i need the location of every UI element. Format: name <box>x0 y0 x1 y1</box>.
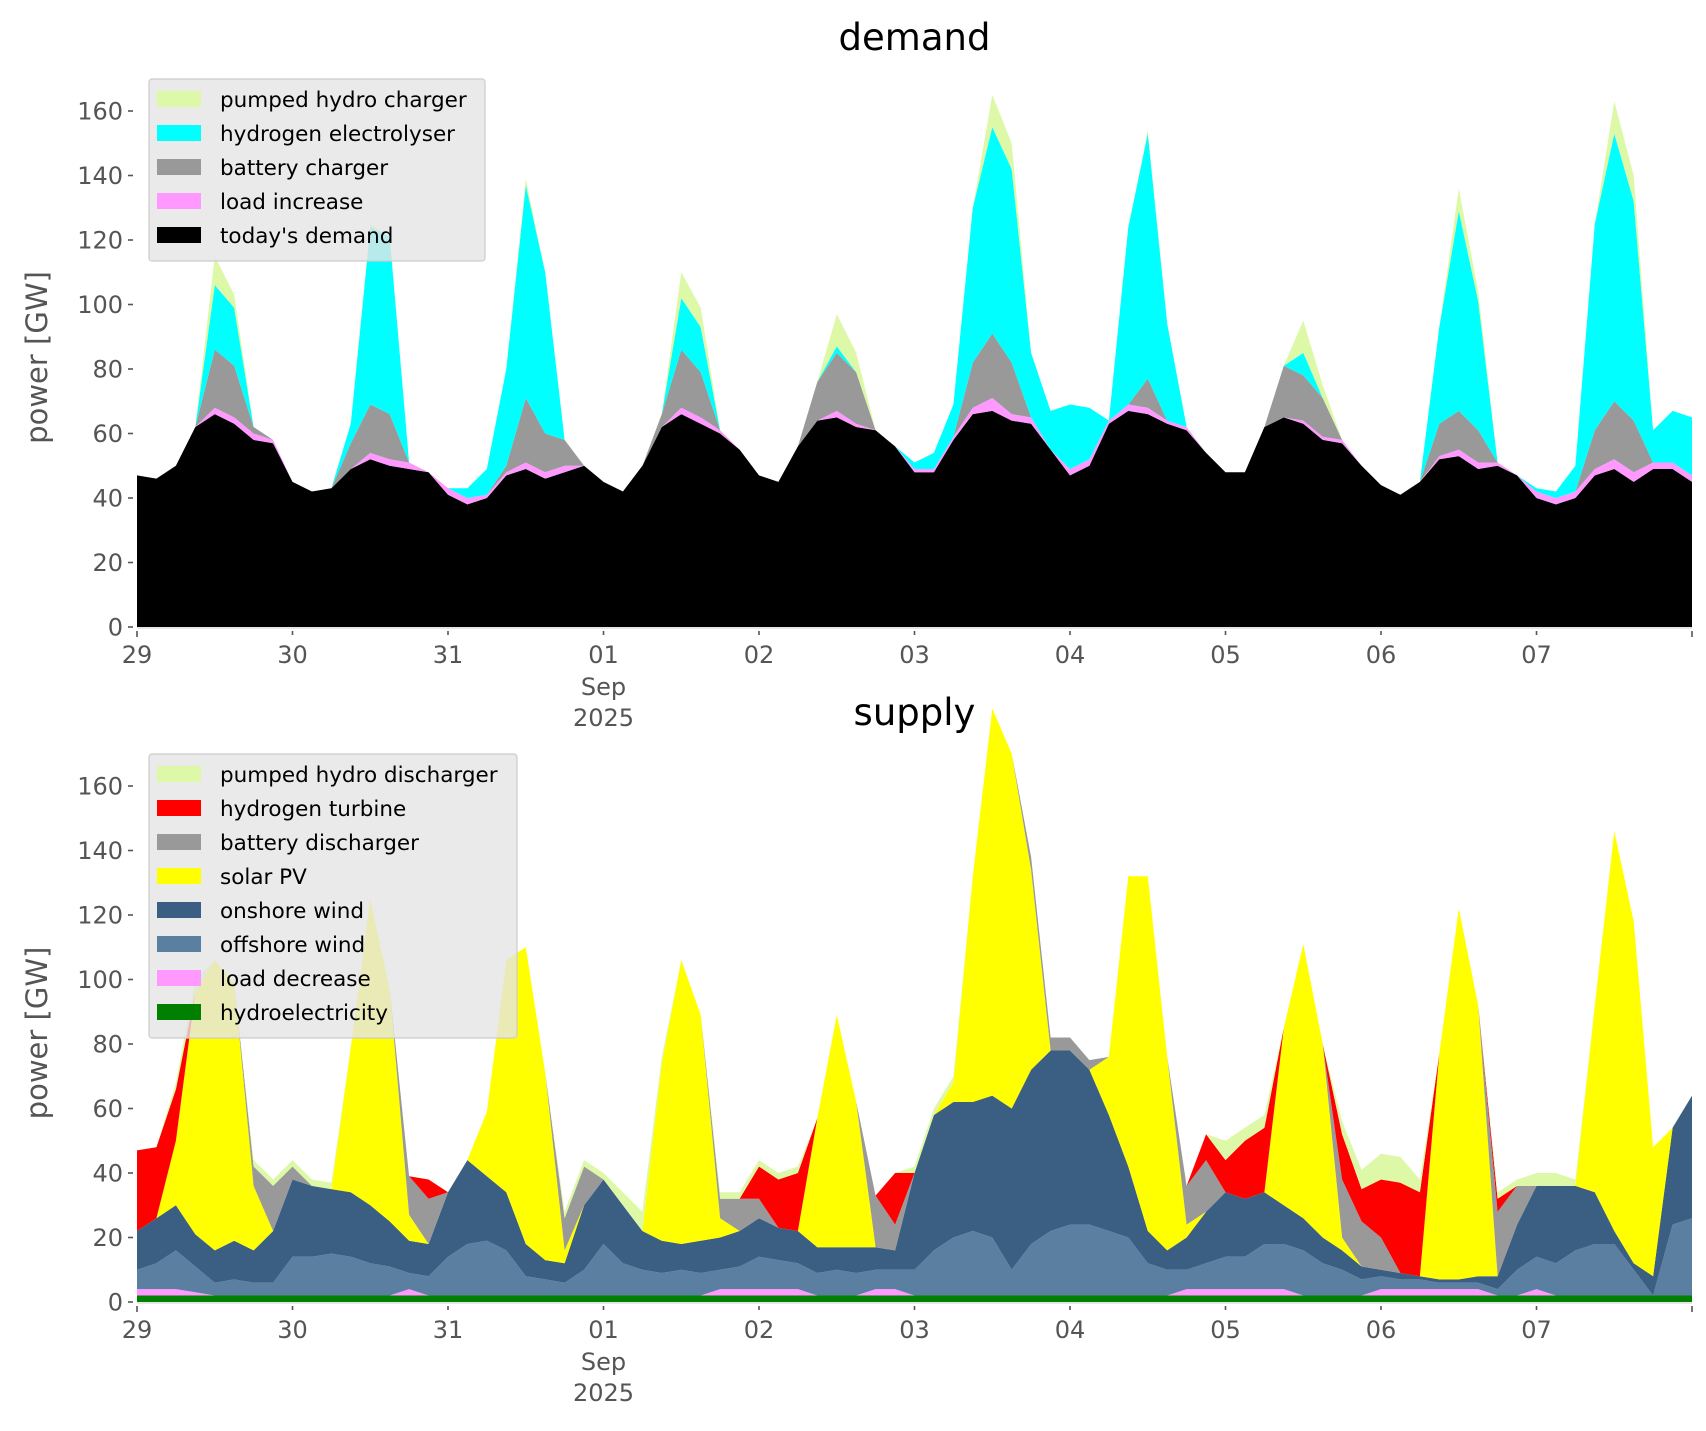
x-tick-label: 01 <box>588 1316 619 1344</box>
x-tick-label: 05 <box>1210 1316 1241 1344</box>
legend-label: pumped hydro discharger <box>220 763 498 788</box>
x-tick-label: 03 <box>899 1316 930 1344</box>
area-solar-pv <box>137 708 1692 1280</box>
legend-swatch <box>157 800 201 816</box>
x-tick-label: 30 <box>277 1316 308 1344</box>
legend-swatch <box>157 868 201 884</box>
y-tick-label: 20 <box>92 549 123 577</box>
legend-label: today's demand <box>220 224 393 249</box>
legend-label: hydroelectricity <box>220 1001 388 1026</box>
area-today-s-demand <box>137 410 1692 627</box>
legend-label: hydrogen turbine <box>220 797 406 822</box>
legend-swatch <box>157 902 201 918</box>
y-tick-label: 140 <box>77 162 123 190</box>
x-tick-label: 03 <box>899 641 930 669</box>
x-tick-label: 07 <box>1521 1316 1552 1344</box>
y-tick-label: 80 <box>92 1031 123 1059</box>
legend-label: pumped hydro charger <box>220 88 467 113</box>
legend-swatch <box>157 159 201 175</box>
y-axis-label: power [GW] <box>20 947 54 1120</box>
legend-box <box>148 78 486 262</box>
legend-label: offshore wind <box>220 933 365 958</box>
x-tick-label: 04 <box>1055 641 1086 669</box>
demand-panel: 0 20 40 60 80 100 120 140 160 29 30 31 01 Sep 2025 02 03… <box>20 16 1693 732</box>
legend-swatch <box>157 936 201 952</box>
y-tick-label: 120 <box>77 902 123 930</box>
area-hydrogen-electrolyser <box>137 127 1692 498</box>
area-load-decrease <box>137 1289 1692 1296</box>
x-tick-label: 06 <box>1366 1316 1397 1344</box>
y-tick-label: 60 <box>92 420 123 448</box>
y-tick-label: 20 <box>92 1224 123 1252</box>
x-tick-sublabel: Sep <box>581 1348 626 1376</box>
x-tick-label: 29 <box>122 641 153 669</box>
x-tick-label: 31 <box>433 641 464 669</box>
legend-swatch <box>157 91 201 107</box>
area-offshore-wind <box>137 1218 1692 1296</box>
x-tick-sublabel: 2025 <box>573 1379 634 1407</box>
legend-label: solar PV <box>220 865 307 890</box>
supply-panel: 0 20 40 60 80 100 120 140 160 29 30 31 01 Sep 2025 02 03… <box>20 691 1693 1407</box>
y-tick-label: 0 <box>108 614 123 642</box>
legend-label: onshore wind <box>220 899 364 924</box>
y-tick-label: 60 <box>92 1095 123 1123</box>
y-tick-label: 120 <box>77 227 123 255</box>
y-tick-label: 0 <box>108 1289 123 1317</box>
chart-title: demand <box>839 16 991 59</box>
y-tick-label: 40 <box>92 1160 123 1188</box>
legend-swatch <box>157 970 201 986</box>
legend-swatch <box>157 193 201 209</box>
y-tick-label: 160 <box>77 773 123 801</box>
x-tick-label: 07 <box>1521 641 1552 669</box>
area-battery-charger <box>137 333 1692 498</box>
y-tick-label: 100 <box>77 966 123 994</box>
y-tick-label: 100 <box>77 291 123 319</box>
x-tick-label: 05 <box>1210 641 1241 669</box>
legend-label: hydrogen electrolyser <box>220 122 455 147</box>
legend-swatch <box>157 125 201 141</box>
legend-swatch <box>157 766 201 782</box>
legend-label: battery charger <box>220 156 388 181</box>
x-tick-label: 06 <box>1366 641 1397 669</box>
chart-title: supply <box>854 691 976 734</box>
area-hydroelectricity <box>137 1295 1692 1302</box>
y-axis-label: power [GW] <box>20 271 54 444</box>
legend-box <box>148 753 518 1039</box>
y-tick-label: 40 <box>92 485 123 513</box>
legend-swatch <box>157 834 201 850</box>
x-tick-label: 01 <box>588 641 619 669</box>
area-load-increase <box>137 398 1692 505</box>
y-tick-label: 160 <box>77 98 123 126</box>
x-tick-label: 02 <box>744 1316 775 1344</box>
x-tick-sublabel: Sep <box>581 673 626 701</box>
x-tick-label: 02 <box>744 641 775 669</box>
x-tick-label: 30 <box>277 641 308 669</box>
area-pumped-hydro-discharger <box>137 708 1692 1231</box>
x-tick-label: 29 <box>122 1316 153 1344</box>
y-tick-label: 80 <box>92 356 123 384</box>
legend-swatch <box>157 227 201 243</box>
x-tick-sublabel: 2025 <box>573 704 634 732</box>
legend-label: load increase <box>220 190 363 215</box>
legend-label: load decrease <box>220 967 371 992</box>
x-tick-label: 31 <box>433 1316 464 1344</box>
legend-swatch <box>157 1004 201 1020</box>
y-tick-label: 140 <box>77 837 123 865</box>
x-tick-label: 04 <box>1055 1316 1086 1344</box>
legend-label: battery discharger <box>220 831 419 856</box>
